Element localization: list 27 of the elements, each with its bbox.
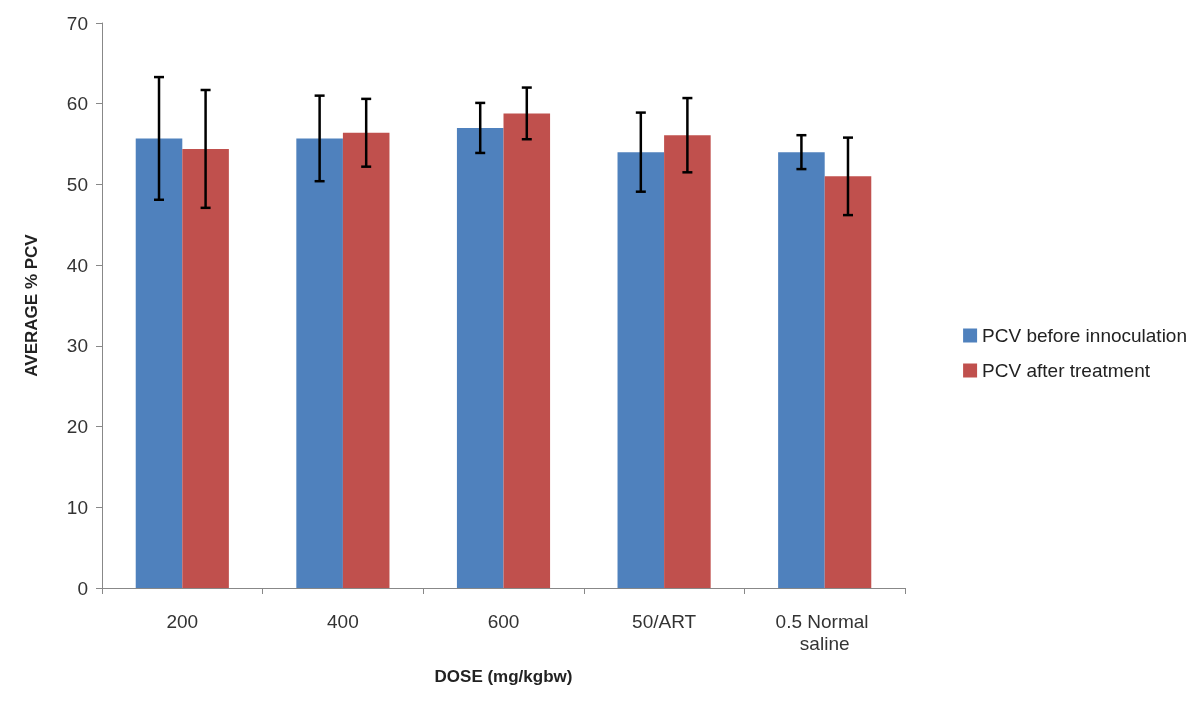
y-tick-label: 60 [66,93,88,115]
bar [664,135,711,588]
legend-label: PCV before innoculation [982,325,1188,346]
x-tick-label: 50/ART [632,610,697,632]
bar [778,152,825,588]
bar [824,176,872,588]
x-axis-title: DOSE (mg/kgbw) [434,667,573,686]
x-tick-label: 0.5 Normal saline [775,610,874,654]
y-tick-label: 50 [66,173,88,195]
x-tick-label: 400 [327,610,359,632]
y-tick-label: 30 [66,335,88,357]
x-tick-label: 200 [166,610,199,632]
bar [503,113,551,588]
x-tick-label: 600 [487,610,520,632]
legend-label: PCV after treatment [982,360,1151,381]
y-tick-label: 0 [77,577,88,599]
bar [182,148,229,588]
bar [296,138,343,588]
y-tick-label: 70 [66,12,88,34]
bar [342,132,390,588]
y-tick-label: 20 [66,416,88,438]
bar [135,138,183,588]
bar [617,152,665,588]
y-axis-title: AVERAGE % PCV [22,233,41,377]
bar [456,127,504,588]
y-tick-label: 40 [66,254,88,276]
y-tick-label: 10 [66,496,88,518]
